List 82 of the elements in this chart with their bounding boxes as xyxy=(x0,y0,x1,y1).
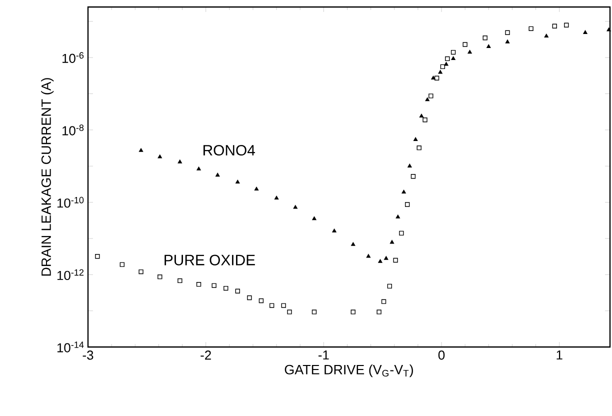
point xyxy=(425,97,430,102)
point xyxy=(158,154,162,158)
point xyxy=(95,254,100,259)
point xyxy=(404,202,410,207)
point xyxy=(422,118,428,122)
point xyxy=(408,164,412,168)
point xyxy=(378,259,382,263)
point xyxy=(393,258,398,263)
point xyxy=(482,36,488,40)
x-tick-label: 0 xyxy=(438,350,445,360)
point xyxy=(247,295,252,300)
point xyxy=(486,44,491,48)
y-tick-label: 10$^{-10}$ xyxy=(57,196,84,208)
point xyxy=(376,310,382,314)
point xyxy=(399,230,404,236)
point xyxy=(350,310,356,314)
point xyxy=(216,172,220,177)
point xyxy=(236,180,240,184)
x-tick-label: -1 xyxy=(318,350,329,360)
point xyxy=(450,50,456,55)
point xyxy=(235,288,240,294)
point xyxy=(552,24,557,28)
point xyxy=(178,160,182,164)
point xyxy=(254,186,259,191)
point xyxy=(384,256,388,260)
point xyxy=(138,148,144,152)
point xyxy=(444,62,448,66)
point xyxy=(293,205,298,209)
point xyxy=(312,310,317,314)
y-tick-label: 10$^{-6}$ xyxy=(62,52,84,63)
point xyxy=(414,137,418,141)
point xyxy=(120,262,125,267)
point xyxy=(505,40,510,44)
point xyxy=(269,303,274,308)
point xyxy=(434,76,440,80)
y-axis-title: DRAIN LEAKAGE CURRENT (A) xyxy=(41,78,54,276)
point xyxy=(312,216,316,220)
point xyxy=(381,299,386,304)
point xyxy=(528,26,534,31)
point xyxy=(281,303,286,308)
point xyxy=(274,196,279,200)
y-tick-label: 10$^{-8}$ xyxy=(62,124,84,136)
point xyxy=(505,30,510,35)
y-tick-label: 10$^{-12}$ xyxy=(57,269,84,280)
point xyxy=(196,166,201,170)
point xyxy=(212,283,216,288)
point xyxy=(438,70,442,74)
point xyxy=(431,76,436,80)
point xyxy=(451,56,456,60)
series-label: RONO4 xyxy=(204,144,255,156)
point xyxy=(583,30,588,34)
point xyxy=(196,282,202,287)
point xyxy=(224,286,228,291)
point xyxy=(440,64,446,70)
point xyxy=(258,298,264,304)
point xyxy=(158,274,162,280)
series-label: PURE OXIDE xyxy=(164,254,255,266)
point xyxy=(287,310,292,314)
point xyxy=(428,94,434,98)
point xyxy=(178,278,182,284)
point xyxy=(462,42,468,47)
point xyxy=(138,269,144,274)
x-tick-label: -2 xyxy=(200,350,211,360)
point xyxy=(468,50,472,54)
point xyxy=(416,145,422,150)
point xyxy=(390,240,394,244)
point xyxy=(351,242,356,246)
x-axis-title: GATE DRIVE (V$_{G}$-V$_{T}$) xyxy=(284,364,413,378)
x-tick-label: -3 xyxy=(82,350,94,360)
point xyxy=(564,22,569,28)
point xyxy=(544,34,548,38)
x-tick-label: 1 xyxy=(556,350,562,360)
point xyxy=(402,190,406,194)
point xyxy=(332,228,336,232)
point xyxy=(606,28,611,32)
point xyxy=(387,284,392,289)
point xyxy=(410,174,416,179)
point xyxy=(396,214,400,218)
point xyxy=(366,254,371,258)
point xyxy=(419,114,424,118)
y-tick-label: 10$^{-14}$ xyxy=(57,342,84,352)
point xyxy=(445,56,450,62)
